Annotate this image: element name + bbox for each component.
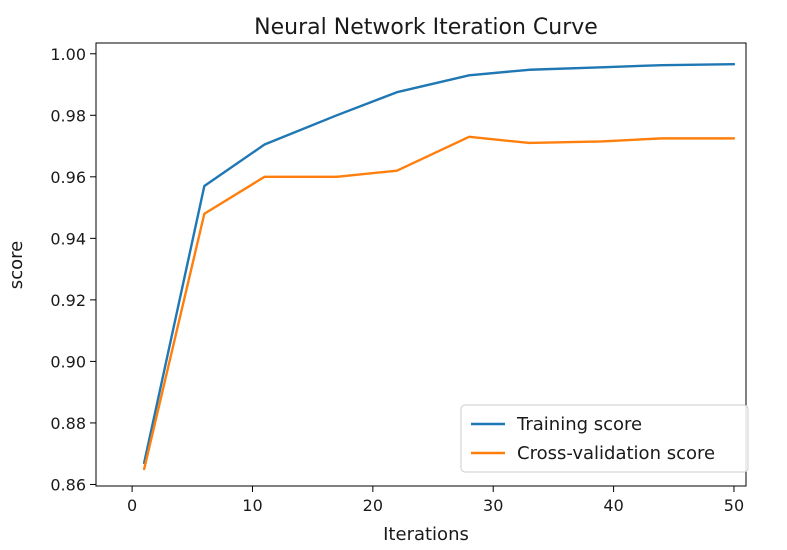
chart-title: Neural Network Iteration Curve	[254, 15, 598, 40]
legend-label: Cross-validation score	[517, 443, 715, 464]
y-axis: 0.86 0.88 0.90 0.92 0.94 0.96 0.98 1.00	[50, 45, 96, 494]
x-tick-label: 10	[242, 496, 262, 515]
x-axis: 0 10 20 30 40 50	[127, 486, 744, 515]
y-tick-label: 0.86	[50, 475, 86, 494]
plot-area-frame	[95, 42, 747, 487]
series-line-training-score	[142, 63, 736, 465]
y-tick-label: 1.00	[50, 45, 86, 64]
series-line-cross-validation-score	[142, 135, 736, 471]
y-tick-label: 0.92	[50, 291, 86, 310]
x-tick-label: 20	[363, 496, 383, 515]
x-tick-label: 0	[127, 496, 137, 515]
y-tick-label: 0.98	[50, 106, 86, 125]
y-axis-label: score	[6, 241, 27, 289]
x-tick-label: 30	[483, 496, 503, 515]
y-tick-label: 0.96	[50, 168, 86, 187]
series-lines	[142, 63, 736, 471]
legend: Training score Cross-validation score	[460, 404, 749, 473]
y-tick-label: 0.94	[50, 229, 86, 248]
x-tick-label: 40	[603, 496, 623, 515]
y-tick-label: 0.90	[50, 352, 86, 371]
legend-label: Training score	[516, 414, 642, 435]
x-axis-label: Iterations	[383, 524, 469, 545]
x-tick-label: 50	[724, 496, 744, 515]
legend-box	[460, 404, 749, 473]
y-tick-label: 0.88	[50, 414, 86, 433]
